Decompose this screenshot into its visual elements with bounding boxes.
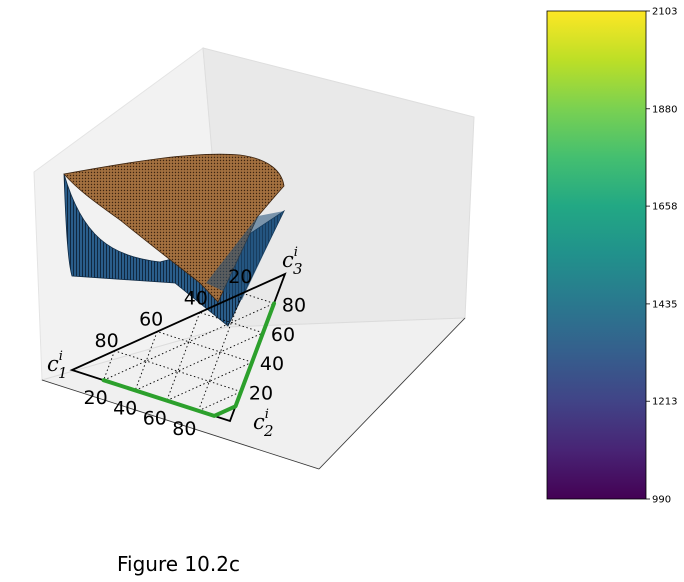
grid-line (197, 293, 243, 411)
tick-label-left: 80 (95, 330, 119, 352)
colorbar-gradient (546, 10, 647, 500)
tick-label-right: 80 (282, 294, 306, 316)
colorbar-tick-label: 990 (652, 495, 671, 506)
tick-label-left: 60 (139, 309, 163, 331)
tick-label-bottom: 60 (143, 408, 167, 430)
tick-label-right: 60 (271, 324, 295, 346)
colorbar-tick-label: 1435 (652, 299, 677, 310)
tick-label-bottom: 20 (84, 387, 108, 409)
colorbar-tick-label: 1658 (652, 202, 677, 213)
grid-line (103, 350, 116, 381)
ternary-path (101, 301, 276, 418)
ternary-grid (103, 292, 275, 412)
figure-caption: Figure 10.2c (117, 552, 240, 576)
tick-label-bottom: 80 (172, 418, 196, 440)
colorbar-tick-label: 1213 (652, 397, 677, 408)
surface-overlap (206, 211, 284, 300)
floor-right-edge (318, 317, 466, 470)
grid-line (103, 302, 275, 381)
tick-label-left: 20 (228, 266, 252, 288)
floor-front-edge (41, 379, 320, 470)
axes-3d-box (33, 47, 475, 470)
surface-plot (63, 153, 286, 327)
grid-line (242, 292, 275, 304)
colorbar: 990 1213 1435 1658 1880 2103 (546, 7, 677, 506)
tick-label-left: 40 (184, 287, 208, 309)
tick-label-bottom: 40 (113, 397, 137, 419)
axis-label-c1: ci 1 (47, 349, 67, 382)
colorbar-tick-label: 2103 (652, 7, 677, 18)
colorbar-tick-label: 1880 (652, 104, 677, 115)
axis-label-c3: ci 3 (282, 245, 302, 278)
tick-label-right: 40 (260, 353, 284, 375)
colorbar-ticks: 990 1213 1435 1658 1880 2103 (646, 7, 677, 506)
axis-label-c2: ci 2 (253, 407, 273, 440)
grid-line (199, 311, 264, 334)
grid-line (135, 332, 264, 391)
grid-line (134, 331, 158, 391)
tick-label-right: 20 (249, 383, 273, 405)
grid-line (157, 331, 253, 363)
